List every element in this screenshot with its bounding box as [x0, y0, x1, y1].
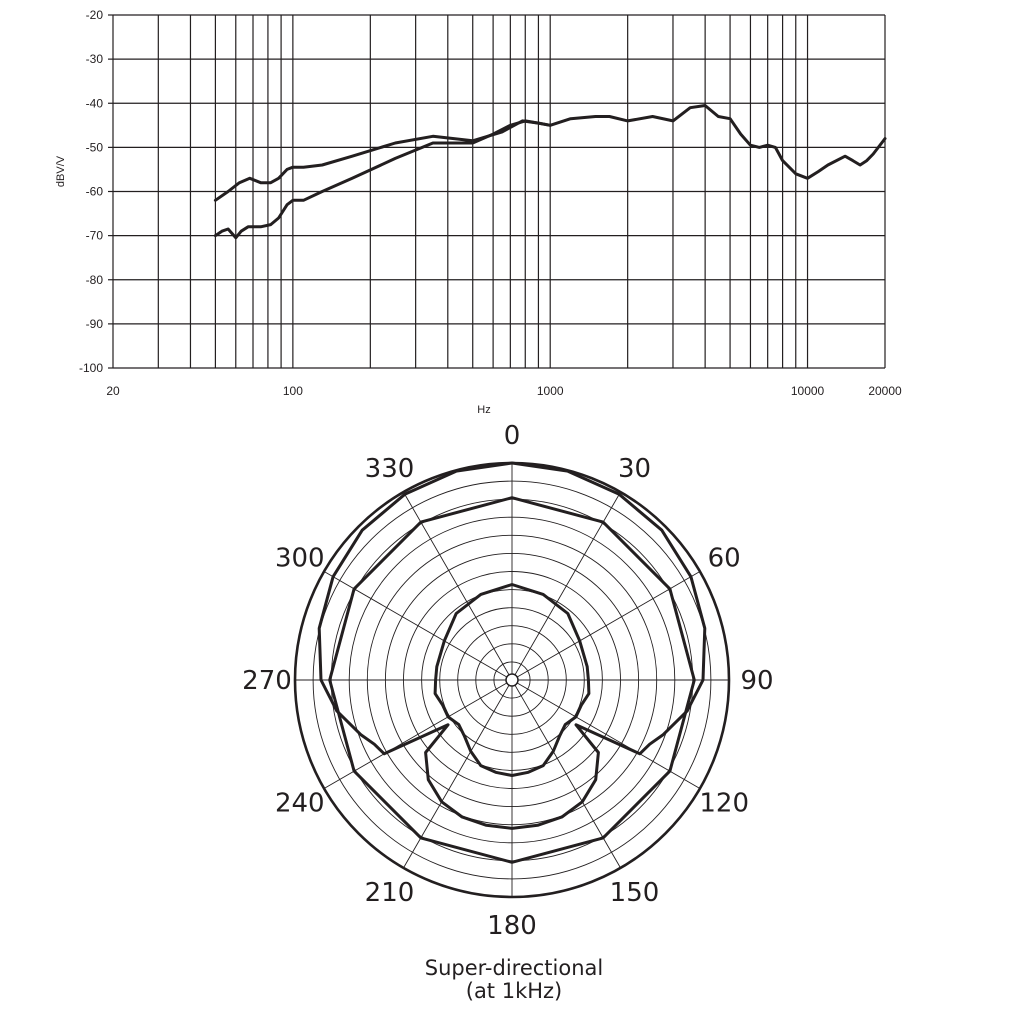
y-tick-label: -30 — [86, 52, 104, 66]
polar-angle-label: 30 — [618, 454, 651, 484]
polar-center-hub — [505, 673, 519, 687]
frequency-response-lines — [213, 104, 887, 240]
y-tick-label: -20 — [86, 8, 104, 22]
y-tick-label: -90 — [86, 317, 104, 331]
polar-pattern-curve-1 — [317, 461, 707, 830]
polar-pattern-chart: 0 30 60 90 120 150 180 210 240 270 300 330 Super-di… — [242, 421, 773, 1003]
x-tick-label: 10000 — [791, 384, 825, 398]
polar-angle-label: 300 — [275, 544, 325, 574]
y-axis-label: dBV/V — [55, 155, 67, 187]
polar-angle-label: 330 — [365, 454, 415, 484]
y-tick-label: -100 — [79, 361, 103, 375]
x-tick-label: 1000 — [537, 384, 564, 398]
x-tick-label: 20000 — [868, 384, 902, 398]
polar-angle-label: 120 — [699, 789, 749, 819]
polar-angle-label: 0 — [504, 421, 521, 451]
y-tick-label: -60 — [86, 185, 104, 199]
polar-angle-label: 60 — [708, 544, 741, 574]
polar-angle-label: 210 — [365, 878, 415, 908]
frequency-response-grid — [108, 14, 886, 369]
polar-angle-label: 240 — [275, 789, 325, 819]
polar-caption-title: Super-directional — [425, 956, 604, 980]
polar-pattern-curve-2 — [328, 496, 696, 864]
x-tick-label: 100 — [283, 384, 303, 398]
frequency-response-curve-1 — [213, 104, 887, 202]
y-tick-label: -40 — [86, 96, 104, 110]
y-tick-label: -70 — [86, 229, 104, 243]
x-axis-label: Hz — [477, 404, 490, 416]
polar-angle-label: 90 — [740, 666, 773, 696]
polar-angle-label: 180 — [487, 911, 537, 941]
polar-curves — [317, 461, 707, 864]
polar-angle-label: 150 — [610, 878, 660, 908]
polar-grid — [293, 461, 731, 899]
frequency-response-curve-2 — [213, 119, 552, 240]
y-tick-label: -50 — [86, 140, 104, 154]
y-tick-label: -80 — [86, 273, 104, 287]
polar-caption-subtitle: (at 1kHz) — [466, 979, 563, 1003]
polar-pattern-curve-3 — [433, 583, 591, 777]
polar-angle-label: 270 — [242, 666, 292, 696]
polar-angle-labels: 0 30 60 90 120 150 180 210 240 270 300 330 — [242, 421, 773, 941]
x-tick-label: 20 — [106, 384, 120, 398]
